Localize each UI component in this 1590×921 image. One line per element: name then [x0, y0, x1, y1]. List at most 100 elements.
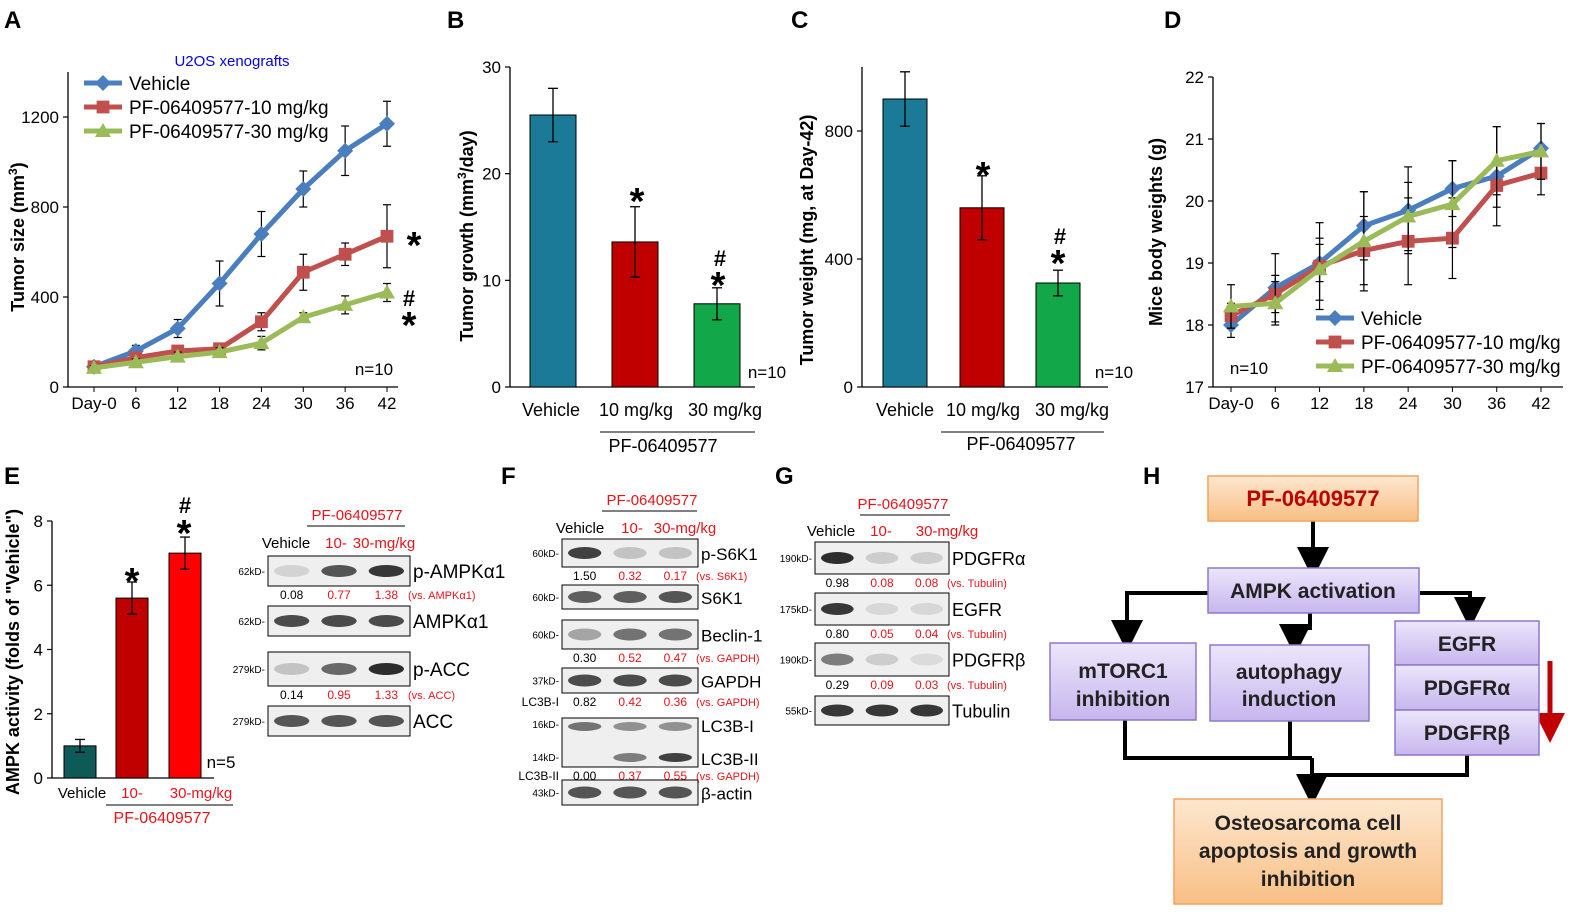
- panel-b-y-tick-label: 30: [482, 58, 501, 77]
- panel-b-sig-star-10mg: *: [630, 181, 645, 223]
- diagram-drug-label: PF-06409577: [1246, 486, 1379, 511]
- panel-e-bar-chart: 0 2 4 6 8 Vehicle 10- 30-mg/kg AMPK activity (fo…: [3, 493, 235, 827]
- panel-g-blot-band: [821, 704, 854, 717]
- panel-d-y-tick-label: 21: [1185, 130, 1204, 149]
- panel-e-y-label: AMPK activity (folds of "Vehicle"): [3, 509, 23, 795]
- panel-f-blot-band: [568, 722, 602, 731]
- panel-f-blot-band: [658, 786, 692, 799]
- panel-d-x-tick-label: Day-0: [1208, 394, 1253, 413]
- panel-d-x-tick-label: 30: [1443, 394, 1462, 413]
- panel-label-b: B: [447, 7, 464, 34]
- panel-g-blot-quant-reference: (vs. Tubulin): [947, 680, 1007, 692]
- panel-a-x-tick-label: Day-0: [71, 394, 116, 413]
- panel-e-blot-lane-label: Vehicle: [262, 535, 310, 552]
- panel-d-legend-entry-label: Vehicle: [1361, 309, 1422, 330]
- panel-g-blot-band: [865, 653, 899, 666]
- panel-e-category-label: Vehicle: [58, 785, 106, 802]
- panel-d-legend-swatch-marker: [1327, 310, 1343, 326]
- panel-g-blot-band-label: Tubulin: [952, 702, 1010, 722]
- panel-c-category-label: 30 mg/kg: [1035, 400, 1109, 420]
- panel-c-bar-2: [959, 207, 1005, 388]
- panel-f-blot-band: [568, 591, 602, 603]
- panel-f-blot-band-label: p-S6K1: [701, 545, 758, 564]
- panel-c-n-label: n=10: [1095, 363, 1133, 382]
- panel-g-blot-drug-label: PF-06409577: [858, 496, 949, 513]
- panel-a-x-tick-label: 30: [294, 394, 313, 413]
- panel-f-blot-band-label: S6K1: [701, 589, 743, 608]
- panel-a-y-tick-label: 1200: [21, 108, 59, 127]
- panel-e-blot-band: [321, 565, 357, 577]
- panel-g-blot-lane-label: Vehicle: [807, 523, 855, 540]
- panel-c-group-label: PF-06409577: [966, 434, 1075, 454]
- panel-a-series-3-point: [169, 348, 186, 363]
- diagram-outcome-box: [1173, 798, 1443, 905]
- panel-e-blot-quant-value: 0.14: [280, 688, 304, 702]
- panel-f-blot-band: [658, 722, 692, 731]
- panel-g-blot-quant-value: 0.80: [826, 627, 850, 641]
- panel-e-blot-band: [274, 715, 310, 727]
- panel-f-blot-band: [613, 753, 647, 762]
- panel-g-blot-quant-reference: (vs. Tubulin): [947, 629, 1007, 641]
- panel-c-bar-3: [1035, 282, 1081, 388]
- panel-a-legend-swatch-marker: [95, 123, 111, 137]
- panel-f-blot-band: [658, 547, 692, 559]
- panel-f-blot-kd-marker: 37kD-: [532, 677, 559, 688]
- panel-f-blot-band: [613, 786, 647, 799]
- diagram-ampk-label: AMPK activation: [1230, 580, 1396, 603]
- panel-g-blot-quant-value: 0.98: [826, 576, 850, 590]
- panel-label-e: E: [4, 463, 20, 490]
- panel-a-sig-star-30mg: *: [402, 305, 417, 347]
- panel-e-blot-band: [274, 615, 310, 627]
- panel-a-series-1-point: [295, 181, 312, 197]
- panel-label-h: H: [1143, 463, 1160, 490]
- panel-c-sig-hash-30mg: #: [1054, 224, 1066, 249]
- panel-c-bar-chart: 0 400 800 Vehicle 10 mg/kg 30 mg/kg Tumor weig…: [797, 67, 1133, 454]
- panel-a-legend-entry-label: PF-06409577-30 mg/kg: [129, 122, 329, 143]
- panel-e-blot-kd-marker: 62kD-: [238, 617, 265, 628]
- panel-f-blot-band: [613, 628, 647, 641]
- panel-e-y-tick-label: 8: [34, 512, 43, 531]
- panel-c-sig-star-30mg: *: [1051, 243, 1066, 285]
- panel-f-blot-quant-value: 0.36: [664, 695, 688, 709]
- arrow-ampk-to-autophagy: [1279, 613, 1312, 656]
- panel-a-series-2-point: [338, 247, 352, 261]
- panel-e-blot-lane-label: 30-mg/kg: [353, 535, 416, 552]
- panel-e-blot-quant-value: 1.38: [375, 588, 399, 602]
- panel-g-blot-band: [821, 552, 854, 564]
- panel-g-blot-band: [910, 603, 944, 615]
- panel-f-blot-band-label: GAPDH: [701, 673, 761, 692]
- panel-g-blot-band: [910, 704, 944, 717]
- panel-g-blot-band-label: PDGFRβ: [952, 651, 1025, 671]
- panel-a-x-tick-label: 18: [210, 394, 229, 413]
- panel-a-series-2-point: [380, 229, 394, 243]
- panel-e-category-label: 30-mg/kg: [170, 785, 233, 802]
- panel-f-blot-band-label: LC3B-I: [701, 717, 754, 736]
- arrow-ampk-to-mtorc1: [1111, 591, 1208, 652]
- panel-d-y-tick-label: 22: [1185, 68, 1204, 87]
- panel-f-blot-band: [613, 547, 647, 559]
- panel-label-c: C: [791, 7, 808, 34]
- panel-d-y-tick-label: 18: [1185, 316, 1204, 335]
- panel-e-y-tick-label: 2: [34, 705, 43, 724]
- diagram-drug-box: [1207, 475, 1419, 522]
- panel-c-sig-star-10mg: *: [976, 155, 991, 197]
- panel-f-blot-kd-marker: 16kD-: [532, 720, 559, 731]
- panel-f-blot-quant-value: 0.52: [618, 651, 642, 665]
- panel-e-blot-quant-value: 0.08: [280, 588, 304, 602]
- panel-e-sig-hash-30mg: #: [179, 493, 191, 518]
- panel-g-blot-band: [821, 653, 854, 666]
- panel-d-series-3-line: [1230, 148, 1542, 309]
- panel-label-d: D: [1164, 7, 1181, 34]
- panel-e-blot-band-label: ACC: [413, 712, 453, 733]
- panel-a-series-3-line: [93, 290, 388, 371]
- panel-e-bar-3: [168, 552, 202, 779]
- panel-g-blot-quant-value: 0.03: [915, 678, 939, 692]
- panel-e-n-label: n=5: [207, 753, 236, 772]
- panel-h-mechanism-diagram: PF-06409577 AMPK activation mTORC1 inhib…: [1049, 475, 1565, 905]
- diagram-outcome-line1: Osteosarcoma cell: [1215, 812, 1402, 835]
- panel-e-blot-band: [321, 615, 357, 627]
- panel-e-blot-band: [368, 615, 405, 627]
- panel-e-blot-kd-marker: 279kD-: [233, 665, 265, 676]
- panel-e-blot-band: [274, 565, 310, 577]
